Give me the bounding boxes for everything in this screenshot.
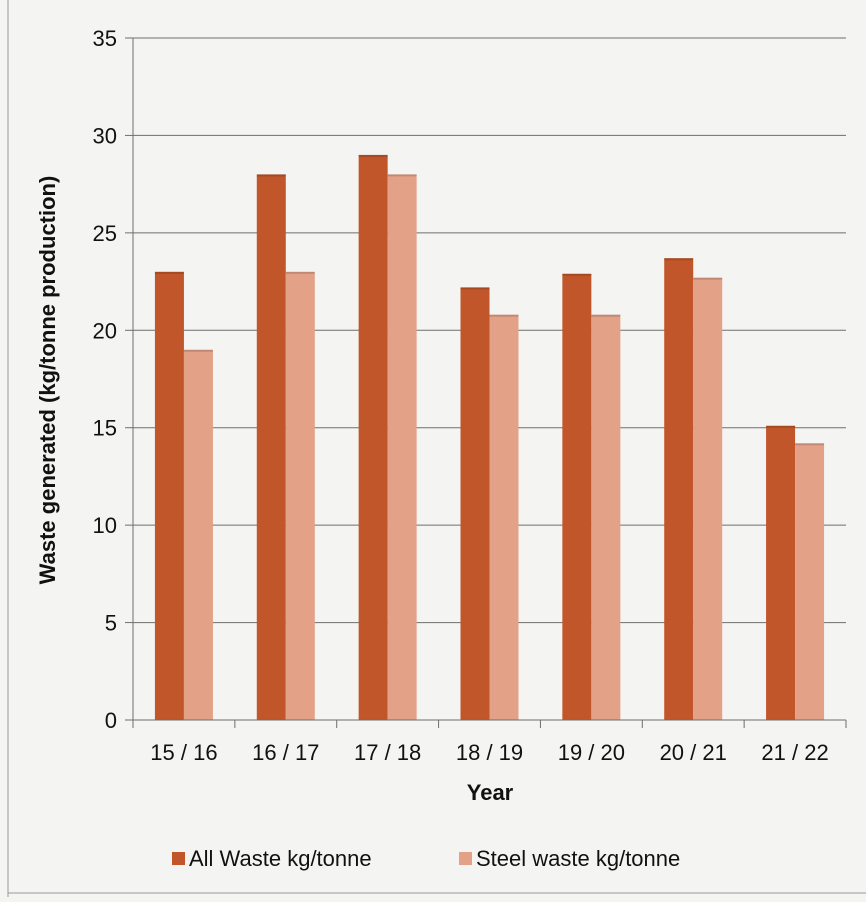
legend: All Waste kg/tonne Steel waste kg/tonne — [172, 846, 680, 871]
x-tick-label: 21 / 22 — [761, 740, 828, 765]
bar-top-edge — [183, 349, 213, 352]
y-tick-label: 25 — [93, 221, 117, 246]
bar-steel-waste — [489, 314, 519, 720]
bar-steel-waste — [795, 443, 825, 720]
y-tick-label: 10 — [93, 513, 117, 538]
bar-steel-waste — [183, 349, 213, 720]
x-tick-label: 19 / 20 — [558, 740, 625, 765]
bar-top-edge — [693, 277, 723, 280]
bar-top-edge — [285, 271, 315, 274]
legend-swatch — [172, 852, 185, 865]
bar-top-edge — [256, 174, 286, 177]
y-tick-label: 20 — [93, 318, 117, 343]
x-tick-label: 17 / 18 — [354, 740, 421, 765]
bar-steel-waste — [693, 277, 723, 720]
legend-swatch — [459, 852, 472, 865]
bar-steel-waste — [387, 174, 417, 720]
bar-top-edge — [766, 425, 796, 428]
bar-steel-waste — [285, 271, 315, 720]
bar-top-edge — [591, 314, 621, 317]
bar-top-edge — [460, 287, 490, 290]
bar-all-waste — [562, 273, 592, 720]
bar-top-edge — [358, 154, 388, 157]
bar-all-waste — [256, 174, 286, 720]
legend-label: All Waste kg/tonne — [189, 846, 372, 871]
bar-all-waste — [664, 258, 694, 720]
y-tick-label: 35 — [93, 26, 117, 51]
y-tick-label: 0 — [105, 708, 117, 733]
y-tick-label: 15 — [93, 416, 117, 441]
legend-label: Steel waste kg/tonne — [476, 846, 680, 871]
bar-steel-waste — [591, 314, 621, 720]
bar-top-edge — [664, 258, 694, 261]
bar-all-waste — [358, 154, 388, 720]
bar-top-edge — [795, 443, 825, 446]
bar-top-edge — [387, 174, 417, 177]
bar-top-edge — [562, 273, 592, 276]
x-tick-label: 15 / 16 — [150, 740, 217, 765]
y-tick-label: 30 — [93, 123, 117, 148]
x-axis-title: Year — [467, 780, 514, 805]
bar-top-edge — [489, 314, 519, 317]
bar-all-waste — [460, 287, 490, 720]
x-tick-label: 18 / 19 — [456, 740, 523, 765]
y-axis-title: Waste generated (kg/tonne production) — [35, 176, 60, 585]
bar-top-edge — [154, 271, 184, 274]
x-tick-label: 20 / 21 — [660, 740, 727, 765]
bar-all-waste — [154, 271, 184, 720]
y-tick-label: 5 — [105, 611, 117, 636]
bar-all-waste — [766, 425, 796, 720]
x-tick-label: 16 / 17 — [252, 740, 319, 765]
